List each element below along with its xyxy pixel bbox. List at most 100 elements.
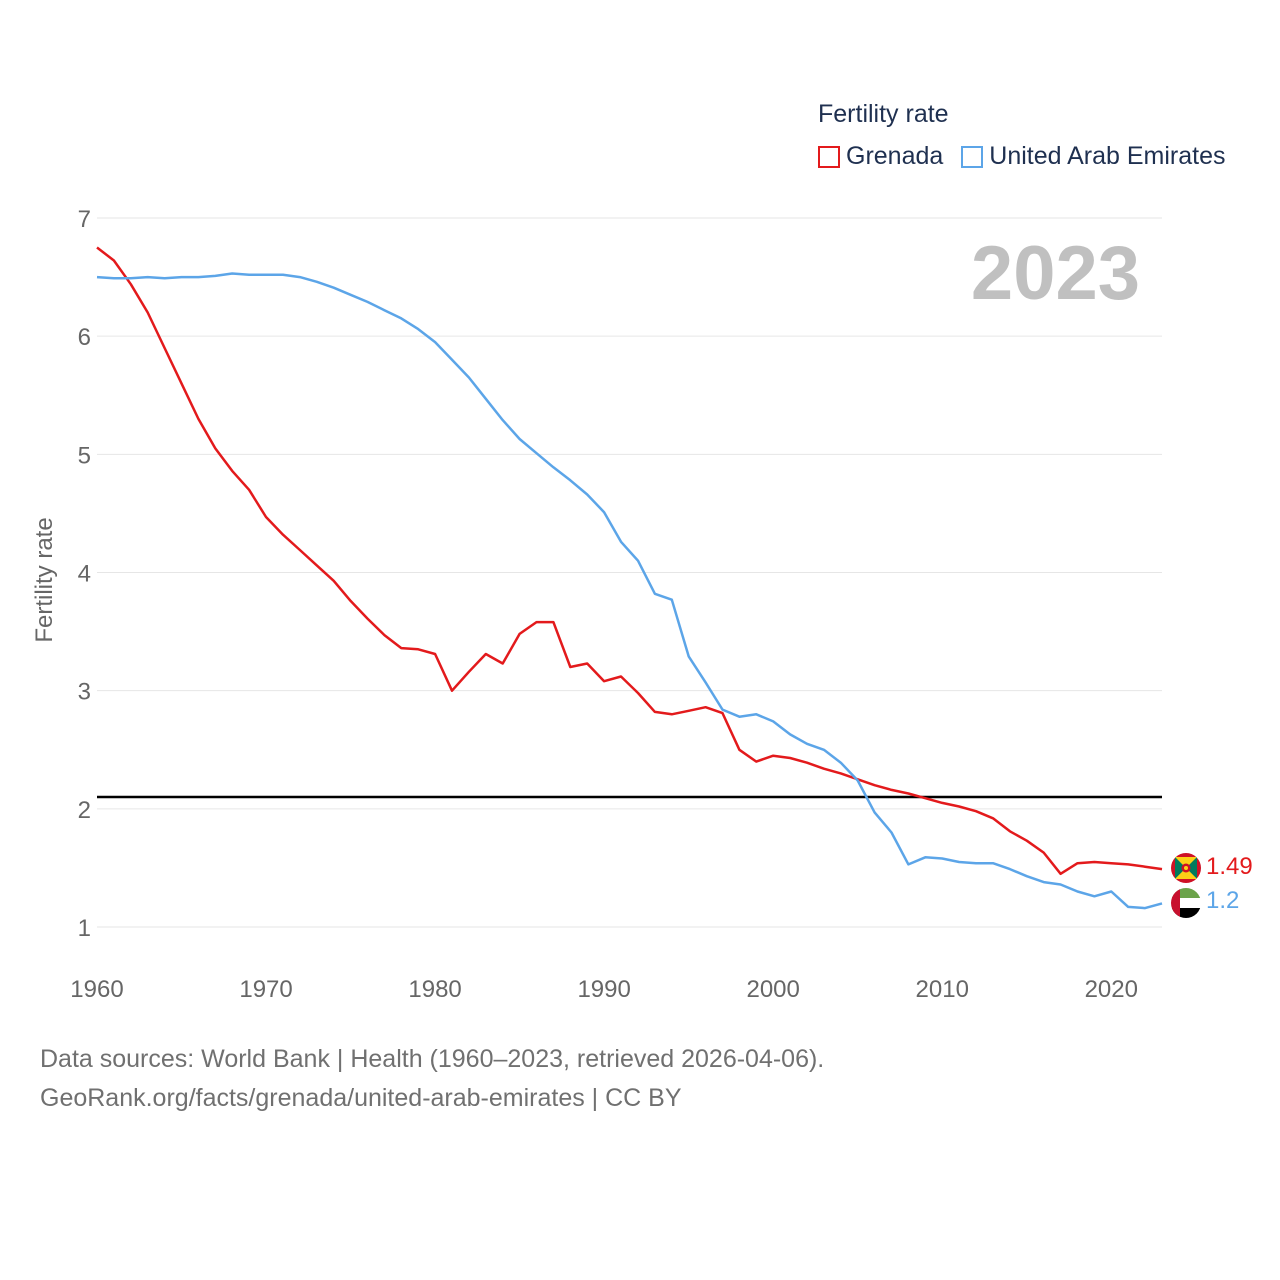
data-point[interactable] [432,339,438,345]
data-point[interactable] [939,856,945,862]
data-point[interactable] [1125,861,1131,867]
data-point[interactable] [449,357,455,363]
data-point[interactable] [500,417,506,423]
data-point[interactable] [415,326,421,332]
data-point[interactable] [1142,864,1148,870]
data-point[interactable] [686,708,692,714]
data-point[interactable] [145,274,151,280]
data-point[interactable] [534,450,540,456]
data-point[interactable] [770,753,776,759]
data-point[interactable] [686,653,692,659]
data-point[interactable] [534,619,540,625]
data-point[interactable] [466,669,472,675]
data-point[interactable] [432,651,438,657]
data-point[interactable] [229,468,235,474]
data-point[interactable] [1041,850,1047,856]
data-point[interactable] [212,445,218,451]
data-point[interactable] [550,619,556,625]
data-point[interactable] [973,808,979,814]
data-point[interactable] [314,562,320,568]
data-point[interactable] [770,718,776,724]
data-point[interactable] [229,271,235,277]
data-point[interactable] [635,558,641,564]
data-point[interactable] [1058,871,1064,877]
data-point[interactable] [905,861,911,867]
data-point[interactable] [195,274,201,280]
data-point[interactable] [804,741,810,747]
data-point[interactable] [1108,860,1114,866]
data-point[interactable] [669,597,675,603]
data-point[interactable] [821,747,827,753]
data-point[interactable] [736,747,742,753]
data-point[interactable] [922,854,928,860]
data-point[interactable] [855,778,861,784]
data-point[interactable] [297,547,303,553]
data-point[interactable] [314,279,320,285]
data-point[interactable] [365,299,371,305]
data-point[interactable] [483,396,489,402]
data-point[interactable] [128,275,134,281]
data-point[interactable] [939,800,945,806]
data-point[interactable] [584,492,590,498]
data-point[interactable] [398,315,404,321]
data-point[interactable] [838,760,844,766]
data-point[interactable] [179,274,185,280]
data-point[interactable] [280,272,286,278]
data-point[interactable] [331,578,337,584]
data-point[interactable] [449,688,455,694]
data-point[interactable] [466,375,472,381]
data-point[interactable] [348,292,354,298]
series-line-united-arab-emirates[interactable] [96,272,1163,910]
data-point[interactable] [263,272,269,278]
data-point[interactable] [415,646,421,652]
data-point[interactable] [753,759,759,765]
data-point[interactable] [483,651,489,657]
data-point[interactable] [787,755,793,761]
data-point[interactable] [1075,860,1081,866]
data-point[interactable] [348,598,354,604]
data-point[interactable] [584,661,590,667]
data-point[interactable] [872,809,878,815]
data-point[interactable] [990,860,996,866]
data-point[interactable] [635,690,641,696]
data-point[interactable] [838,770,844,776]
data-point[interactable] [905,791,911,797]
data-point[interactable] [567,477,573,483]
source-link[interactable]: GeoRank.org/facts/grenada/united-arab-em… [40,1084,682,1112]
data-point[interactable] [94,274,100,280]
data-point[interactable] [500,661,506,667]
data-point[interactable] [111,258,117,264]
data-point[interactable] [567,664,573,670]
data-point[interactable] [618,674,624,680]
data-point[interactable] [517,436,523,442]
data-point[interactable] [922,795,928,801]
data-point[interactable] [1125,904,1131,910]
data-point[interactable] [669,711,675,717]
data-point[interactable] [365,616,371,622]
legend-item-uae[interactable]: United Arab Emirates [961,142,1226,171]
data-point[interactable] [956,859,962,865]
data-point[interactable] [280,532,286,538]
data-point[interactable] [517,631,523,637]
data-point[interactable] [145,310,151,316]
data-point[interactable] [872,782,878,788]
data-point[interactable] [128,281,134,287]
data-point[interactable] [381,307,387,313]
data-point[interactable] [601,509,607,515]
data-point[interactable] [94,245,100,251]
data-point[interactable] [753,711,759,717]
data-point[interactable] [1007,828,1013,834]
data-point[interactable] [111,275,117,281]
data-point[interactable] [703,679,709,685]
data-point[interactable] [889,787,895,793]
data-point[interactable] [1091,859,1097,865]
data-point[interactable] [1108,889,1114,895]
data-point[interactable] [720,707,726,713]
data-point[interactable] [297,274,303,280]
data-point[interactable] [1058,882,1064,888]
data-point[interactable] [889,830,895,836]
data-point[interactable] [652,591,658,597]
data-point[interactable] [162,275,168,281]
data-point[interactable] [1142,905,1148,911]
data-point[interactable] [990,815,996,821]
